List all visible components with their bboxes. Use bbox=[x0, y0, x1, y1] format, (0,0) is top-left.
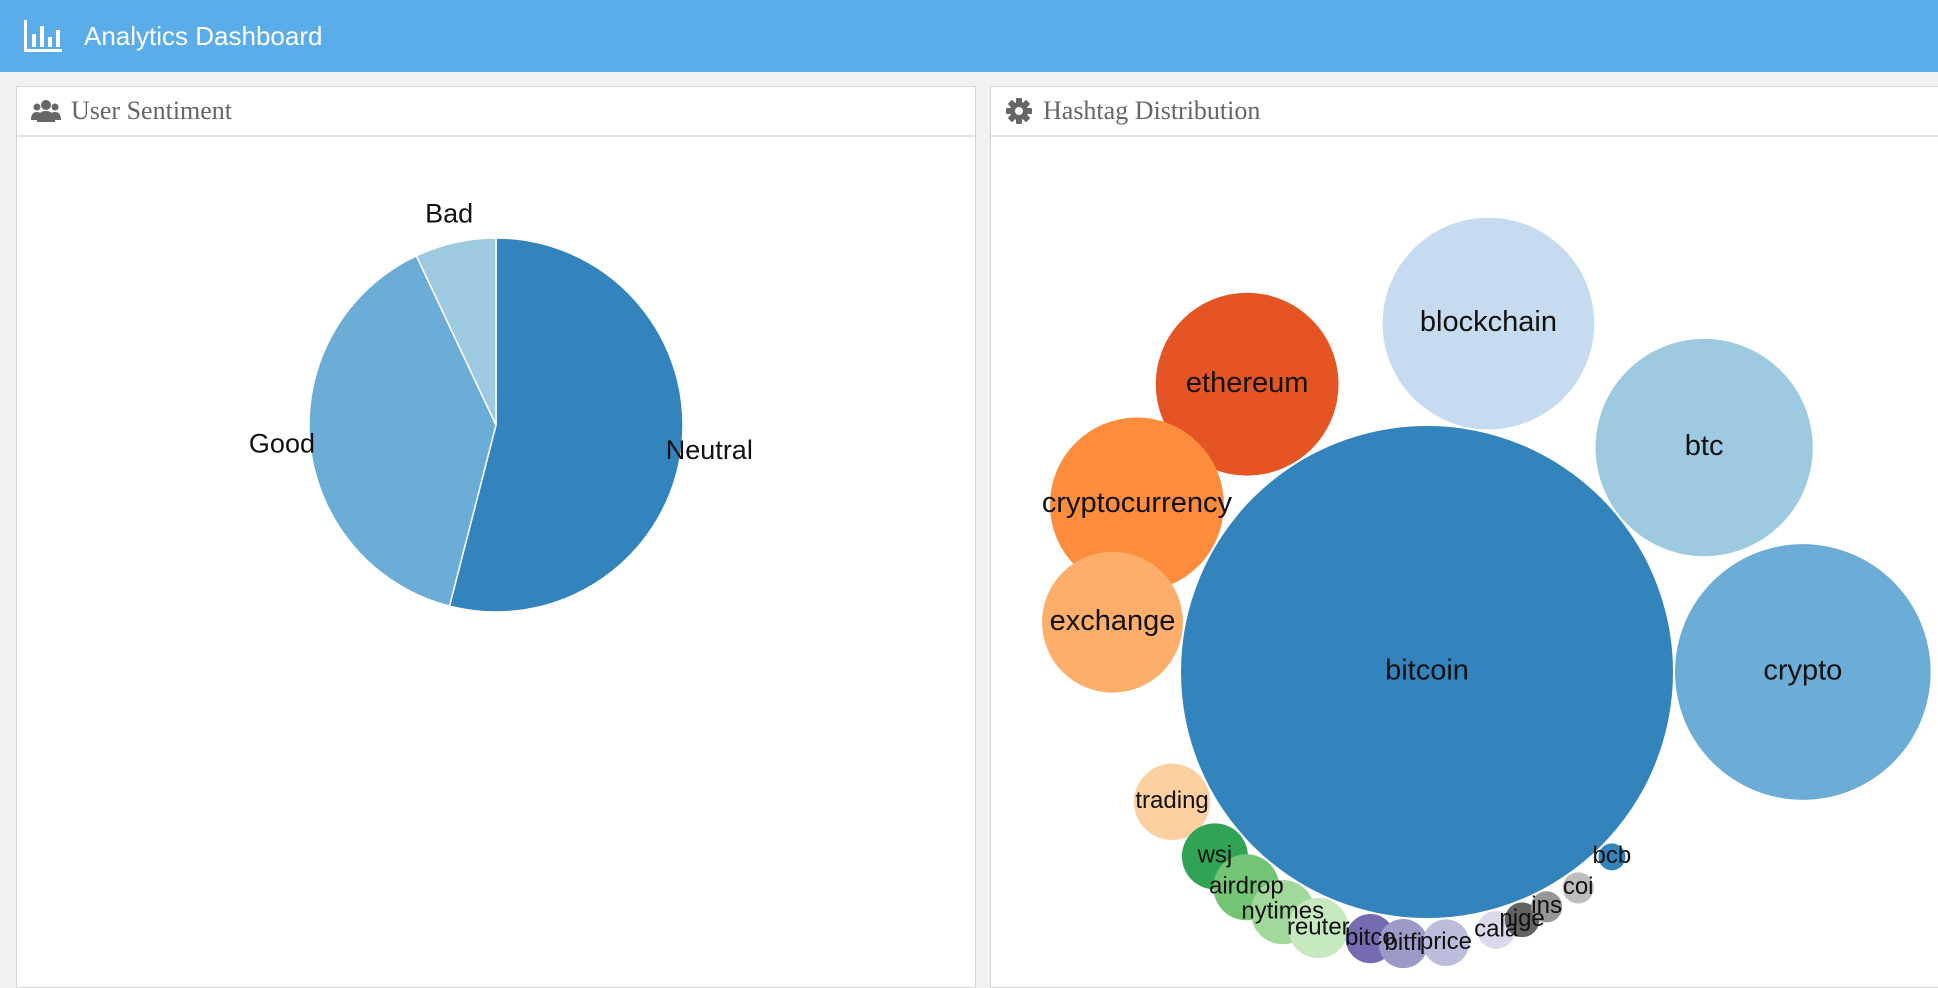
bubble-label-wsj: wsj bbox=[1197, 842, 1233, 869]
bubble-nige bbox=[1504, 902, 1540, 938]
user-sentiment-panel: User Sentiment Neutral Good Bad bbox=[16, 86, 976, 988]
bubble-label-coi: coi bbox=[1563, 873, 1594, 900]
bubble-label-exchange: exchange bbox=[1050, 605, 1176, 637]
bar-chart-icon bbox=[24, 20, 62, 52]
pie-slice-bad bbox=[415, 237, 497, 426]
bubble-crypto bbox=[1675, 544, 1931, 800]
bubble-label-bitcoin: bitcoin bbox=[1385, 655, 1469, 687]
users-icon bbox=[31, 100, 61, 122]
pie-slice-neutral bbox=[448, 237, 684, 613]
hashtag-bubble-chart: bitcoin crypto btc blockchain ethereum crypto… bbox=[1042, 217, 1931, 969]
bubble-bitcoin bbox=[1181, 426, 1673, 918]
bubble-label-price: price bbox=[1420, 928, 1472, 955]
top-bar: Analytics Dashboard bbox=[0, 0, 1938, 72]
bubble-label-cala: cala bbox=[1474, 915, 1519, 942]
bubble-label-btc: btc bbox=[1685, 430, 1724, 462]
bubble-label-cryptocurrency: cryptocurrency bbox=[1042, 487, 1233, 519]
bubble-label-airdrop: airdrop bbox=[1209, 873, 1284, 900]
bubble-label-reuter: reuter bbox=[1287, 913, 1350, 940]
bubble-bcb bbox=[1598, 843, 1626, 871]
panel-title: User Sentiment bbox=[71, 96, 233, 125]
bubble-label-blockchain: blockchain bbox=[1420, 306, 1557, 338]
bubble-label-bitfi: bitfi bbox=[1385, 929, 1422, 956]
bubble-label-bitco: bitco bbox=[1345, 924, 1396, 951]
bubble-label-ethereum: ethereum bbox=[1186, 367, 1309, 399]
bubble-label-nige: nige bbox=[1499, 905, 1544, 932]
pie-label-good: Good bbox=[249, 428, 315, 458]
hashtag-distribution-panel: Hashtag Distribution bitcoin crypto btc blo… bbox=[990, 86, 1938, 988]
bubble-label-trading: trading bbox=[1135, 787, 1208, 814]
bubble-price bbox=[1422, 919, 1470, 967]
bubble-cryptocurrency bbox=[1049, 417, 1224, 592]
bubble-coi bbox=[1562, 872, 1594, 904]
bubble-btc bbox=[1595, 338, 1813, 557]
bubble-trading bbox=[1133, 763, 1211, 841]
bubble-exchange bbox=[1042, 551, 1183, 693]
gear-icon bbox=[1006, 98, 1032, 124]
bubble-label-nytimes: nytimes bbox=[1241, 897, 1324, 924]
pie-label-neutral: Neutral bbox=[666, 435, 753, 465]
panel-title: Hashtag Distribution bbox=[1043, 96, 1261, 125]
bubble-blockchain bbox=[1382, 217, 1595, 430]
bubble-ethereum bbox=[1155, 292, 1339, 476]
bubble-label-crypto: crypto bbox=[1763, 655, 1842, 687]
app-title: Analytics Dashboard bbox=[84, 20, 323, 51]
bubble-reuter bbox=[1288, 897, 1349, 959]
panel-header: User Sentiment bbox=[17, 87, 975, 137]
pie-label-bad: Bad bbox=[425, 198, 473, 228]
panel-header: Hashtag Distribution bbox=[991, 87, 1938, 137]
bubble-label-ins: ins bbox=[1531, 892, 1562, 919]
sentiment-pie-chart: Neutral Good Bad bbox=[249, 198, 753, 613]
bubble-label-bcb: bcb bbox=[1593, 842, 1632, 869]
pie-slice-good bbox=[308, 254, 497, 608]
bubble-bitfi bbox=[1378, 918, 1428, 969]
bubble-ins bbox=[1531, 891, 1563, 923]
